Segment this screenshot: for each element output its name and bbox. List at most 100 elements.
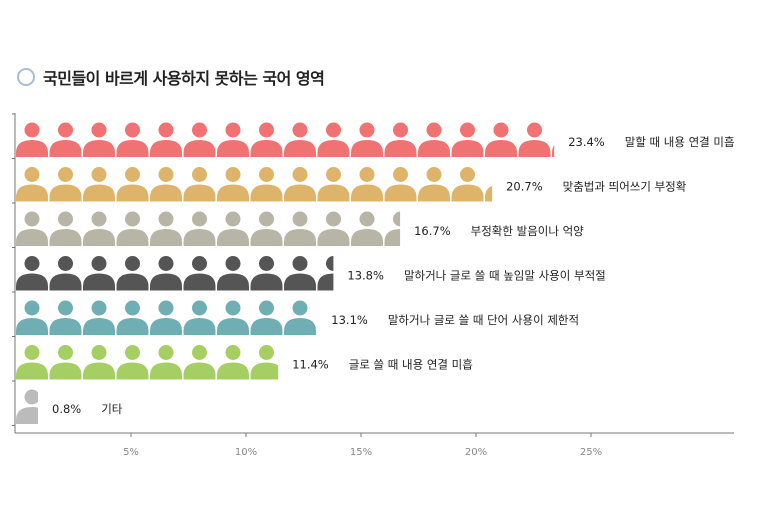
person-head-icon — [259, 300, 274, 316]
person-head-icon — [225, 345, 241, 360]
person-head-icon — [426, 167, 442, 182]
person-body-icon — [49, 273, 82, 291]
person-body-icon — [83, 184, 115, 202]
person-head-icon — [259, 345, 274, 360]
category-label: 말하거나 글로 쓸 때 높임말 사용이 부적절 — [404, 269, 606, 283]
person-body-icon — [317, 140, 350, 157]
person-head-icon — [326, 122, 341, 138]
person-body-icon — [16, 407, 38, 424]
person-body-icon — [49, 140, 82, 157]
person-head-icon — [259, 256, 274, 271]
person-head-icon — [91, 345, 107, 360]
person-head-icon — [527, 122, 542, 138]
person-body-icon — [83, 273, 115, 291]
person-body-icon — [183, 229, 216, 246]
person-head-icon — [292, 167, 308, 182]
person-body-icon — [150, 273, 182, 291]
person-head-icon — [24, 345, 40, 360]
person-head-icon — [125, 256, 140, 271]
value-label: 23.4% — [568, 135, 605, 149]
person-body-icon — [183, 362, 216, 380]
person-body-icon — [284, 273, 316, 291]
person-body-icon — [250, 318, 283, 335]
person-head-icon — [326, 256, 334, 271]
person-head-icon — [58, 345, 73, 360]
x-tick-label: 5% — [123, 447, 139, 458]
category-label: 기타 — [101, 402, 123, 416]
bar-3 — [16, 211, 401, 246]
person-head-icon — [426, 122, 442, 138]
value-label: 0.8% — [52, 402, 81, 416]
person-head-icon — [125, 211, 140, 227]
value-label: 11.4% — [292, 358, 329, 372]
circle-bullet-icon — [17, 68, 35, 86]
person-head-icon — [158, 211, 174, 227]
person-body-icon — [384, 229, 401, 246]
person-head-icon — [225, 211, 241, 227]
person-head-icon — [158, 345, 174, 360]
person-body-icon — [284, 318, 316, 335]
person-head-icon — [58, 167, 73, 182]
person-body-icon — [150, 229, 182, 246]
person-head-icon — [24, 256, 40, 271]
person-body-icon — [518, 140, 551, 157]
person-body-icon — [116, 229, 149, 246]
person-body-icon — [451, 140, 484, 157]
person-body-icon — [49, 184, 82, 202]
category-label: 말할 때 내용 연결 미흡 — [625, 135, 735, 149]
x-tick-label: 10% — [235, 447, 257, 458]
person-body-icon — [49, 362, 82, 380]
person-body-icon — [384, 184, 417, 202]
bar-1 — [16, 122, 555, 157]
person-body-icon — [552, 145, 555, 157]
value-label: 16.7% — [414, 224, 451, 238]
person-body-icon — [351, 140, 383, 157]
person-body-icon — [217, 229, 249, 246]
person-body-icon — [250, 229, 283, 246]
person-head-icon — [393, 211, 401, 227]
person-body-icon — [83, 140, 115, 157]
person-head-icon — [158, 300, 174, 316]
value-label: 20.7% — [506, 180, 543, 194]
person-body-icon — [116, 273, 149, 291]
person-body-icon — [16, 229, 48, 246]
person-head-icon — [58, 122, 73, 138]
person-head-icon — [259, 122, 274, 138]
chart-title: 국민들이 바르게 사용하지 못하는 국어 영역 — [43, 69, 325, 88]
person-body-icon — [16, 318, 48, 335]
bar-7 — [16, 389, 38, 424]
person-body-icon — [116, 362, 149, 380]
person-body-icon — [250, 140, 283, 157]
person-head-icon — [259, 167, 274, 182]
value-label: 13.8% — [347, 269, 384, 283]
person-body-icon — [150, 140, 182, 157]
person-body-icon — [418, 184, 450, 202]
person-head-icon — [225, 167, 241, 182]
person-head-icon — [125, 345, 140, 360]
person-head-icon — [158, 256, 174, 271]
person-head-icon — [326, 167, 341, 182]
bar-2 — [16, 167, 493, 202]
person-head-icon — [58, 211, 73, 227]
person-body-icon — [284, 184, 316, 202]
person-head-icon — [91, 122, 107, 138]
person-head-icon — [192, 300, 207, 316]
x-tick-label: 20% — [465, 447, 487, 458]
person-body-icon — [83, 318, 115, 335]
person-body-icon — [83, 362, 115, 380]
person-body-icon — [183, 184, 216, 202]
person-body-icon — [116, 318, 149, 335]
person-body-icon — [418, 140, 450, 157]
person-body-icon — [116, 184, 149, 202]
person-head-icon — [58, 300, 73, 316]
person-body-icon — [150, 318, 182, 335]
person-body-icon — [217, 184, 249, 202]
person-head-icon — [393, 167, 408, 182]
person-head-icon — [158, 167, 174, 182]
person-body-icon — [217, 362, 249, 380]
person-head-icon — [460, 167, 475, 182]
person-head-icon — [91, 256, 107, 271]
person-head-icon — [225, 122, 241, 138]
person-body-icon — [49, 318, 82, 335]
person-head-icon — [359, 211, 375, 227]
